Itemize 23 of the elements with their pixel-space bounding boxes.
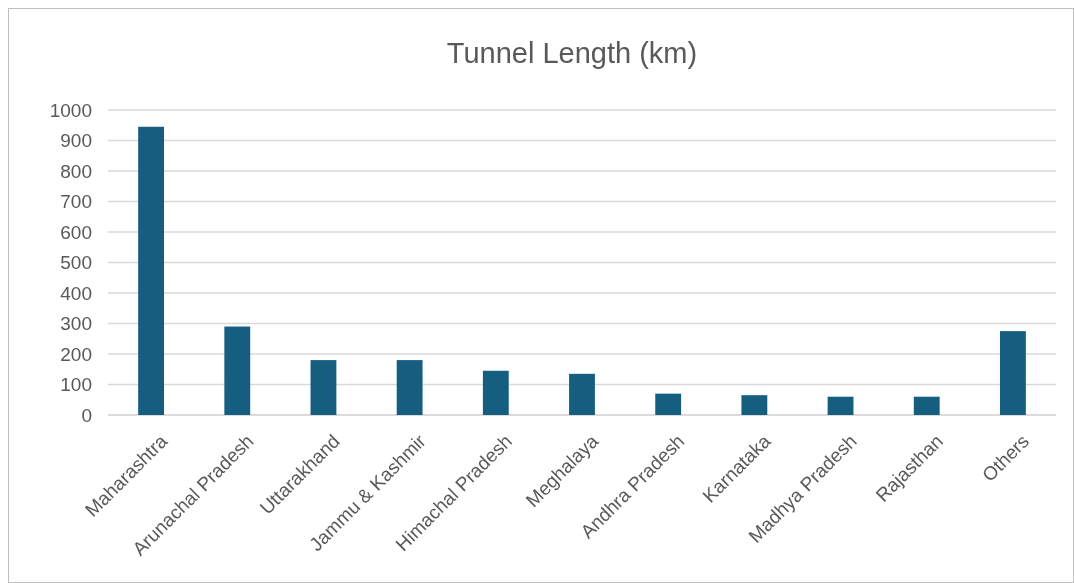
- y-tick-label: 1000: [49, 99, 92, 121]
- bar: [310, 360, 337, 415]
- bar: [396, 360, 423, 415]
- bar: [741, 395, 768, 415]
- bar: [569, 373, 595, 415]
- y-tick-label: 500: [60, 252, 92, 274]
- y-tick-label: 800: [60, 160, 92, 182]
- y-tick-label: 200: [60, 343, 92, 365]
- y-tick-label: 300: [60, 313, 92, 335]
- y-tick-label: 400: [60, 282, 92, 304]
- chart-title: Tunnel Length (km): [446, 37, 698, 69]
- bar: [224, 326, 251, 415]
- bar: [482, 370, 509, 415]
- y-tick-label: 700: [60, 191, 92, 213]
- y-tick-label: 600: [60, 221, 92, 243]
- y-tick-label: 100: [60, 374, 92, 396]
- bar: [827, 396, 854, 415]
- bar: [999, 331, 1026, 415]
- bar: [655, 393, 682, 415]
- bar: [913, 396, 940, 415]
- y-tick-label: 900: [60, 130, 92, 152]
- bar: [138, 126, 165, 415]
- y-tick-label: 0: [81, 404, 92, 426]
